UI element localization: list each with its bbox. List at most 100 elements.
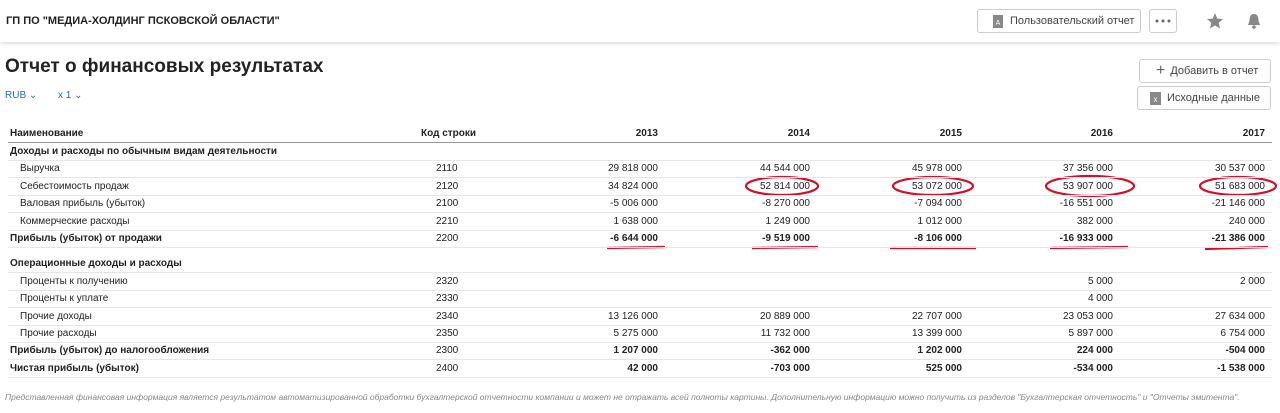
row-name: Прочие доходы (20, 310, 92, 322)
column-header: Код строки (421, 128, 477, 139)
row-code: 2120 (436, 180, 459, 192)
value-cell: 29 818 000 (607, 163, 658, 175)
value-cell: -6 644 000 (610, 233, 658, 244)
value-cell: -5 006 000 (610, 198, 658, 210)
value-cell: 5 000 (1087, 275, 1113, 287)
row-name: Выручка (20, 163, 60, 175)
row-code: 2300 (436, 345, 459, 357)
row-line (8, 289, 1272, 291)
bell-icon[interactable] (1246, 12, 1262, 30)
value-cell: -21 386 000 (1211, 233, 1265, 244)
row-code: 2330 (436, 293, 459, 305)
custom-report-button[interactable]: A Пользовательский отчет (977, 9, 1141, 33)
custom-report-label: Пользовательский отчет (1010, 15, 1135, 27)
value-cell: 6 754 000 (1220, 328, 1266, 339)
row-line (8, 342, 1272, 343)
value-cell: 44 544 000 (759, 163, 810, 175)
row-code: 2110 (436, 163, 458, 175)
pdf-icon: A (993, 14, 1003, 28)
value-cell: 5 275 000 (613, 328, 659, 339)
value-cell: 53 907 000 (1062, 180, 1113, 192)
row-name: Проценты к получению (20, 275, 128, 287)
column-header: 2017 (1242, 128, 1265, 139)
add-to-report-button[interactable]: + Добавить в отчет (1139, 59, 1271, 83)
row-line (8, 359, 1272, 361)
value-cell: 45 978 000 (911, 163, 962, 175)
value-cell: 34 824 000 (607, 180, 658, 192)
value-cell: 382 000 (1076, 215, 1113, 227)
row-code: 2320 (436, 275, 459, 287)
row-line (8, 194, 1272, 196)
top-bar: ГП ПО "МЕДИА-ХОЛДИНГ ПСКОВСКОЙ ОБЛАСТИ" … (0, 0, 1280, 42)
row-name: Валовая прибыль (убыток) (20, 198, 146, 210)
source-data-button[interactable]: x Исходные данные (1137, 86, 1271, 110)
report-title: Отчет о финансовых результатах (5, 56, 324, 77)
more-icon (1155, 19, 1171, 23)
row-line (8, 160, 1272, 161)
row-line (8, 272, 1272, 274)
plus-icon: + (1156, 62, 1166, 79)
value-cell: 1 207 000 (613, 345, 659, 357)
value-cell: 2 000 (1239, 275, 1265, 287)
row-line (8, 247, 1272, 248)
multiplier-label: x 1 (58, 90, 72, 101)
star-icon[interactable] (1206, 12, 1224, 30)
company-name: ГП ПО "МЕДИА-ХОЛДИНГ ПСКОВСКОЙ ОБЛАСТИ" (6, 15, 280, 27)
footer-note: Представленная финансовая информация явл… (5, 392, 1240, 402)
value-cell: 240 000 (1228, 215, 1265, 227)
currency-select[interactable]: RUB ⌄ (5, 90, 38, 101)
value-cell: -504 000 (1225, 345, 1265, 357)
row-line (8, 177, 1272, 179)
row-code: 2100 (436, 198, 459, 210)
add-label: Добавить в отчет (1170, 65, 1259, 77)
source-label: Исходные данные (1167, 92, 1260, 104)
value-cell: -362 000 (770, 345, 810, 357)
value-cell: 30 537 000 (1214, 163, 1265, 175)
row-line (8, 229, 1272, 231)
value-cell: 1 202 000 (917, 345, 963, 357)
value-cell: -8 270 000 (762, 198, 810, 210)
row-code: 2400 (436, 362, 459, 374)
value-cell: -8 106 000 (914, 233, 962, 244)
value-cell: 51 683 000 (1214, 180, 1265, 192)
value-cell: 13 126 000 (607, 310, 658, 322)
row-code: 2340 (436, 310, 459, 322)
value-cell: 13 399 000 (911, 328, 962, 339)
svg-text:x: x (1154, 95, 1158, 104)
value-cell: -534 000 (1073, 362, 1113, 374)
value-cell: 5 897 000 (1068, 328, 1114, 339)
value-cell: 22 707 000 (911, 310, 962, 322)
row-name: Прочие расходы (20, 328, 97, 339)
column-header: 2013 (635, 128, 658, 139)
column-header: 2016 (1090, 128, 1113, 139)
row-name: Себестоимость продаж (20, 180, 129, 192)
value-cell: 224 000 (1076, 345, 1113, 357)
row-code: 2350 (436, 328, 459, 339)
value-cell: -7 094 000 (914, 198, 962, 210)
value-cell: -1 538 000 (1217, 362, 1265, 374)
column-header: 2014 (787, 128, 810, 139)
column-header: Наименование (10, 128, 84, 139)
value-cell: 4 000 (1087, 293, 1113, 305)
value-cell: 1 249 000 (765, 215, 811, 227)
excel-icon: x (1150, 91, 1161, 105)
multiplier-select[interactable]: x 1 ⌄ (58, 90, 83, 101)
row-name: Коммерческие расходы (20, 215, 130, 227)
value-cell: -9 519 000 (762, 233, 810, 244)
column-header: 2015 (939, 128, 962, 139)
value-cell: 27 634 000 (1214, 310, 1265, 322)
value-cell: 52 814 000 (759, 180, 810, 192)
row-code: 2210 (436, 215, 459, 227)
currency-label: RUB (5, 90, 27, 101)
section-title: Доходы и расходы по обычным видам деятел… (10, 146, 278, 157)
value-cell: -16 551 000 (1059, 198, 1113, 210)
value-cell: 53 072 000 (911, 180, 962, 192)
value-cell: -703 000 (770, 362, 810, 374)
row-name: Прибыль (убыток) до налогообложения (10, 345, 210, 357)
more-button[interactable] (1149, 9, 1177, 33)
value-cell: 37 356 000 (1062, 163, 1113, 175)
svg-text:A: A (996, 20, 1001, 27)
row-name: Прибыль (убыток) от продажи (10, 233, 162, 244)
value-cell: 1 638 000 (613, 215, 659, 227)
